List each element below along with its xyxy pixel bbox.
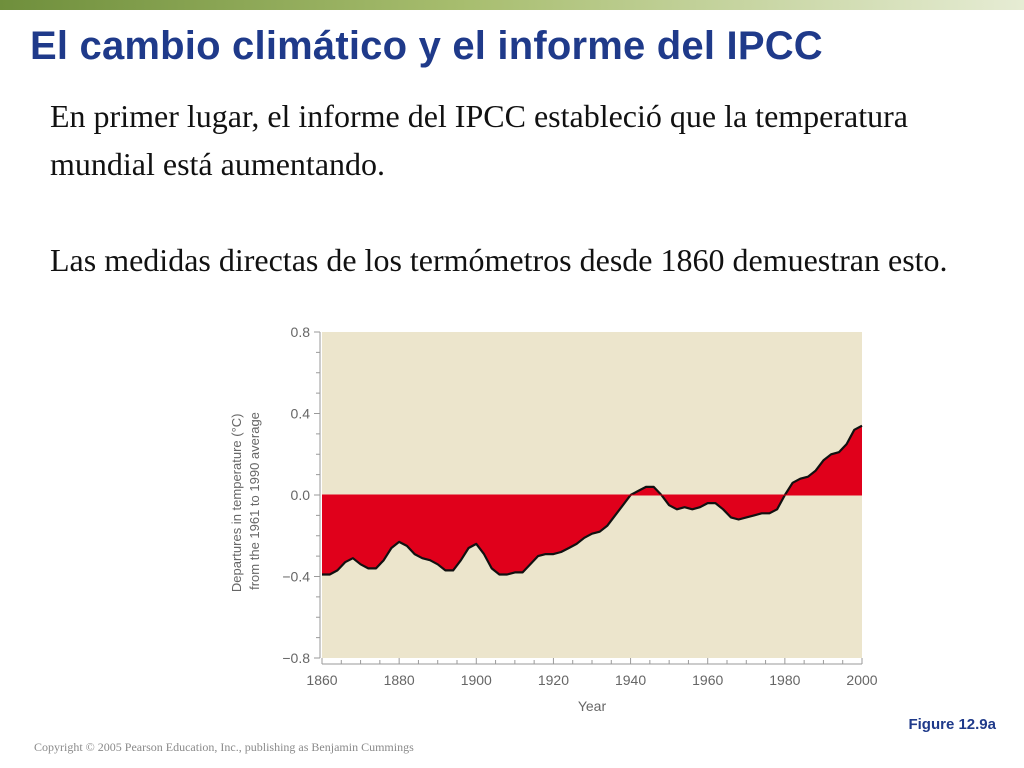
chart-temperature-line [322,424,863,576]
chart-x-tick-label: 1940 [615,672,646,688]
chart-x-tick-label: 2000 [846,672,877,688]
slide-title: El cambio climático y el informe del IPC… [30,24,823,68]
chart-y-tick-label: 0.8 [291,324,311,340]
chart-y-tick-label: 0.4 [291,406,311,422]
chart-x-axis-title: Year [578,698,607,714]
chart-y-ticks [314,331,320,659]
chart-x-tick-label: 1860 [306,672,337,688]
copyright-notice: Copyright © 2005 Pearson Education, Inc.… [34,740,414,754]
chart-y-axis-title-line-2: from the 1961 to 1990 average [247,412,262,590]
chart-y-tick-label: 0.0 [291,487,311,503]
chart-x-tick-label: 1960 [692,672,723,688]
chart-x-tick-label: 1880 [384,672,415,688]
figure-label: Figure 12.9a [908,716,996,733]
top-accent-bar [0,0,1024,10]
body-paragraph-1: En primer lugar, el informe del IPCC est… [50,98,908,182]
chart-y-tick-labels: 0.8 0.4 0.0 −0.4 −0.8 [282,324,310,666]
body-paragraph-2: Las medidas directas de los termómetros … [50,242,948,278]
chart-x-tick-label: 1980 [769,672,800,688]
chart-x-tick-label: 1920 [538,672,569,688]
slide-body: En primer lugar, el informe del IPCC est… [50,92,950,284]
chart-y-tick-label: −0.8 [282,650,310,666]
chart-y-axis-title-line-1: Departures in temperature (°C) [229,414,244,593]
chart-x-tick-label: 1900 [461,672,492,688]
chart-area-below-baseline [322,425,862,575]
chart-y-axis-title: Departures in temperature (°C) from the … [229,410,262,592]
chart-x-tick-labels: 1860 1880 1900 1920 1940 1960 1980 2000 [306,672,877,688]
chart-x-ticks [321,658,863,664]
chart-y-tick-label: −0.4 [282,569,310,585]
